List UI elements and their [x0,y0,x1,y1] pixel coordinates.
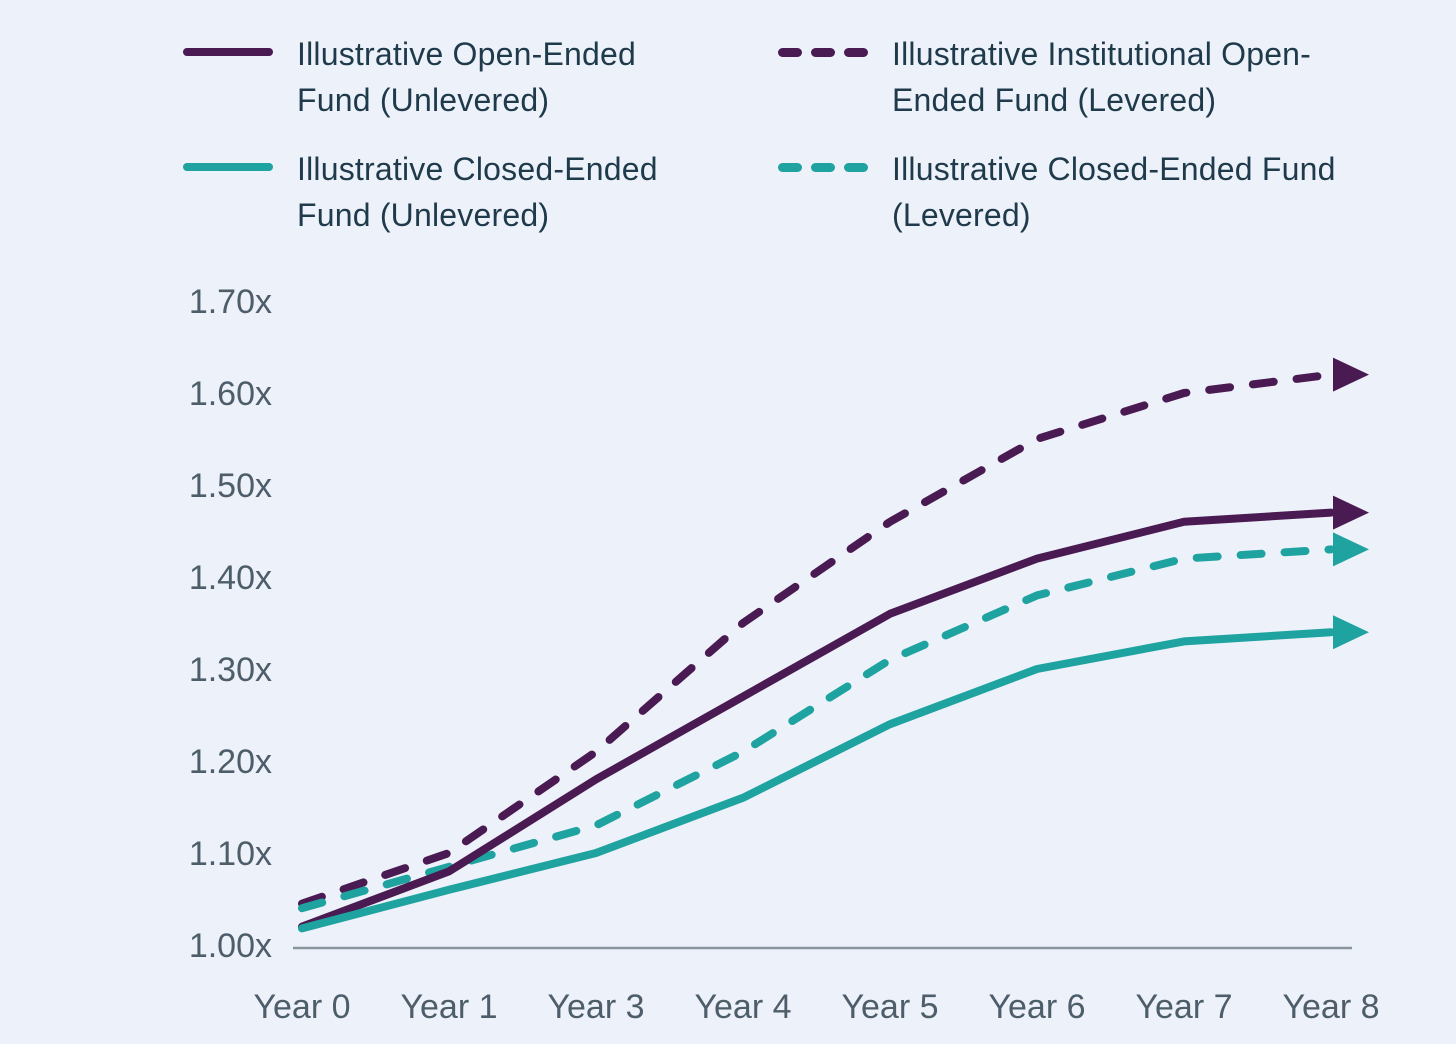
line-arrowhead-icon [1333,615,1369,650]
y-axis-tick-label: 1.20x [189,743,272,781]
x-axis-tick-label: Year 4 [694,988,791,1026]
line-arrowhead-icon [1333,532,1369,567]
legend-swatch [778,163,868,172]
x-axis-tick-label: Year 1 [400,988,497,1026]
series-line-solid [298,628,1335,933]
y-axis-tick-label: 1.60x [189,375,272,413]
legend-item: Illustrative Open-Ended Fund (Unlevered) [183,31,697,123]
legend-line-dash-icon [811,48,835,57]
x-axis-tick-label: Year 8 [1282,988,1379,1026]
x-axis-tick-label: Year 0 [253,988,350,1026]
legend-line-solid-icon [183,163,273,171]
legend-line-dash-icon [778,48,802,57]
y-axis-tick-label: 1.50x [189,467,272,505]
legend-label: Illustrative Closed-Ended Fund (Unlevere… [297,151,658,233]
series-line-dashed [298,545,1335,913]
x-axis-tick-label: Year 7 [1135,988,1232,1026]
legend-line-dash-icon [844,163,868,172]
legend-line-dash-icon [811,163,835,172]
y-axis-tick-label: 1.10x [189,835,272,873]
line-arrowhead-icon [1333,357,1369,392]
legend-label: Illustrative Closed-Ended Fund (Levered) [892,151,1336,233]
legend-swatch [778,48,868,57]
legend-line-solid-icon [183,48,273,56]
y-axis-tick-label: 1.70x [189,283,272,321]
legend-swatch [183,163,273,171]
x-axis-tick-label: Year 3 [547,988,644,1026]
legend-item: Illustrative Closed-Ended Fund (Levered) [778,146,1362,238]
series-line-solid [298,508,1335,931]
y-axis-tick-label: 1.00x [189,927,272,965]
legend-item: Illustrative Institutional Open-Ended Fu… [778,31,1362,123]
x-axis-tick-label: Year 6 [988,988,1085,1026]
legend-line-dash-icon [844,48,868,57]
line-arrowhead-icon [1333,495,1369,530]
legend-label: Illustrative Institutional Open-Ended Fu… [892,36,1312,118]
x-axis-tick-label: Year 5 [841,988,938,1026]
legend-swatch [183,48,273,56]
series-line-dashed [298,370,1335,908]
y-axis-tick-label: 1.40x [189,559,272,597]
legend-label: Illustrative Open-Ended Fund (Unlevered) [297,36,637,118]
legend-line-dash-icon [778,163,802,172]
y-axis-tick-label: 1.30x [189,651,272,689]
fund-multiple-line-chart: 1.00x 1.10x 1.20x 1.30x 1.40x 1.50x 1.60x 1.70x… [189,283,1380,1026]
legend-item: Illustrative Closed-Ended Fund (Unlevere… [183,146,697,238]
